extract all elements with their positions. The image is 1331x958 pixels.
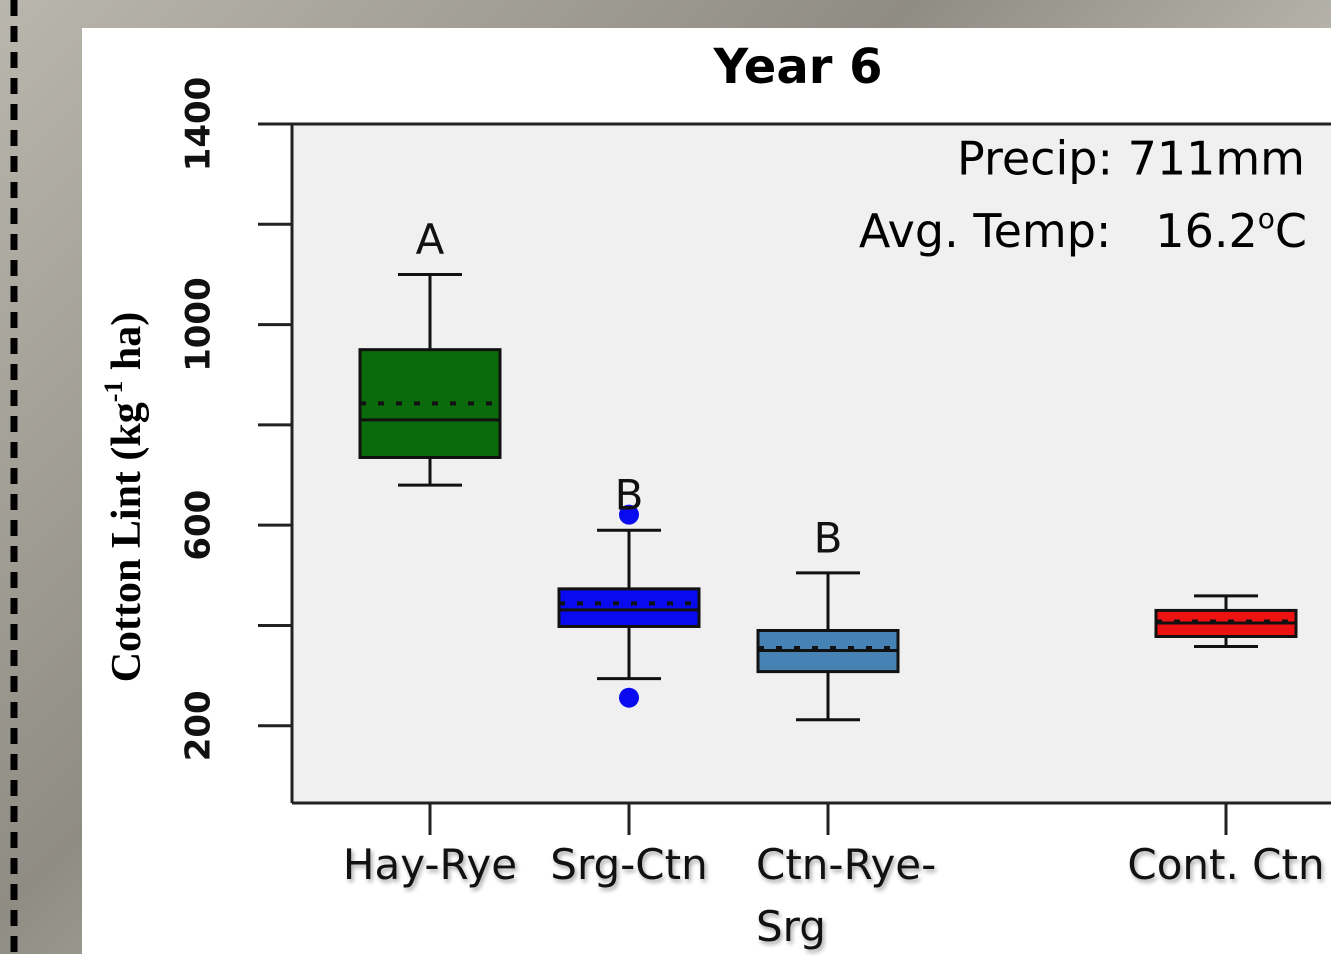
chart-title: Year 6 [712,39,882,95]
y-title-end: ha) [104,312,150,381]
temp-sup: o [1258,202,1275,235]
y-title-main: Cotton Lint (kg [104,402,150,682]
annotation: Avg. Temp: 16.2oC [859,202,1307,258]
y-tick-label: 600 [179,490,219,561]
x-tick-label: Ctn-Rye-Srg [756,834,956,958]
group-letter: B [615,471,644,520]
y-axis-title: Cotton Lint (kg-1 ha) [99,312,150,683]
group-letter: A [416,215,445,264]
temp-value: Avg. Temp: 16.2 [859,204,1258,258]
outlier [619,688,639,708]
y-tick-label: 1400 [179,77,219,172]
x-tick-label: Hay-Rye [320,834,540,896]
box [559,589,699,627]
annotation: Precip: 711mm [957,132,1305,186]
group-letter: B [814,513,843,562]
x-tick-label: Cont. Ctn [1116,834,1331,896]
y-tick-label: 200 [179,690,219,761]
y-tick-label: 1000 [179,277,219,372]
temp-unit: C [1275,204,1307,258]
page: Year 6 Cotton Lint (kg-1 ha) Precip: 711… [0,0,1331,954]
y-title-sup: -1 [99,381,128,403]
x-tick-label: Srg-Ctn [519,834,739,896]
chart: Year 6 Cotton Lint (kg-1 ha) Precip: 711… [0,0,1331,954]
